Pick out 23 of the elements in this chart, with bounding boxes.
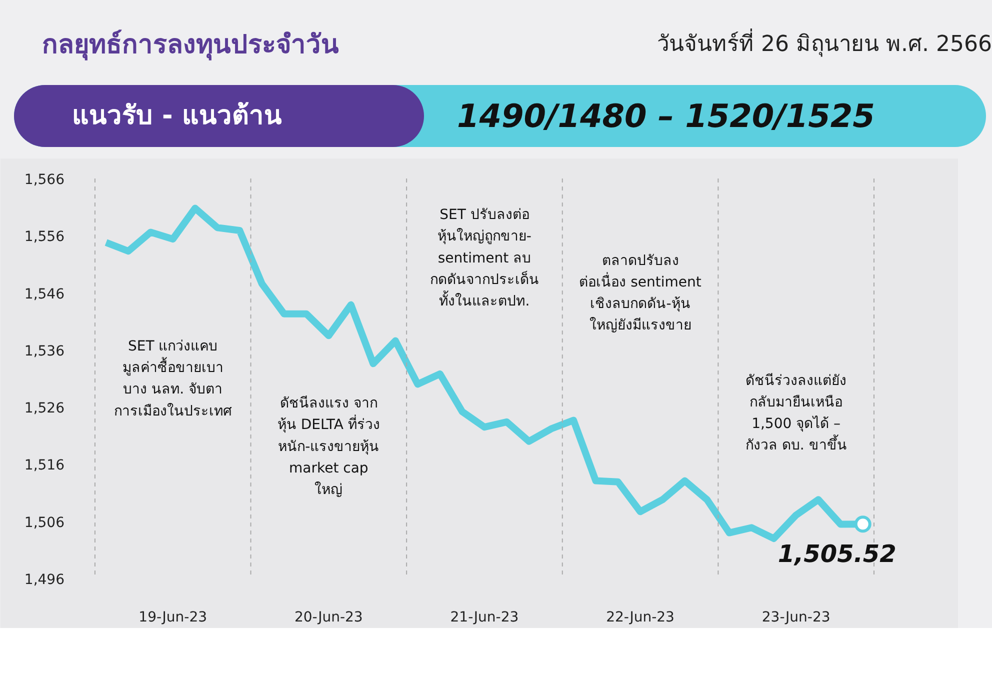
- annotation: ดัชนีร่วงลงแต่ยัง กลับมายืนเหนือ 1,500 จุดได้ – กังวล ดบ. ขาขึ้น: [745, 372, 847, 454]
- chart-title: กลยุทธ์การลงทุนประจำวัน: [42, 28, 339, 62]
- annotation: SET ปรับลงต่อ หุ้นใหญ่ถูกขาย- sentiment ลบ กดดันจากประเด็น ทั้งในและตปท.: [430, 207, 539, 310]
- annotation: ตลาดปรับลง ต่อเนื่อง sentiment เชิงลบกดดัน-หุ้น ใหญ่ยังมีแรงขาย: [579, 252, 702, 334]
- x-tick-label: 21-Jun-23: [450, 610, 519, 626]
- y-tick-label: 1,566: [24, 172, 65, 188]
- y-tick-label: 1,496: [24, 572, 65, 588]
- y-tick-label: 1,556: [24, 229, 65, 246]
- chart-subtitle: วันจันทร์ที่ 26 มิถุนายน พ.ศ. 2566: [657, 29, 992, 59]
- y-tick-label: 1,536: [24, 343, 65, 360]
- annotation: 1,505.52: [778, 540, 896, 568]
- x-tick-label: 20-Jun-23: [294, 610, 363, 626]
- y-tick-label: 1,516: [24, 458, 65, 474]
- text: แนวรับ - แนวต้าน: [14, 85, 424, 147]
- x-tick-label: 22-Jun-23: [606, 610, 674, 626]
- x-tick-label: 19-Jun-23: [138, 610, 208, 626]
- y-tick-label: 1,546: [24, 286, 65, 302]
- x-tick-label: 23-Jun-23: [762, 610, 830, 626]
- annotation: SET แกว่งแคบ มูลค่าซื้อขายเบา บาง นลท. จับตา การเมืองในประเทศ: [114, 338, 232, 420]
- y-tick-label: 1,506: [24, 514, 65, 531]
- text: 1490/1480 – 1520/1525: [457, 96, 875, 137]
- y-tick-label: 1,526: [24, 400, 65, 417]
- annotation: ดัชนีลงแรง จาก หุ้น DELTA ที่ร่วง หนัก-แรงขายหุ้น market cap ใหญ่: [277, 396, 380, 498]
